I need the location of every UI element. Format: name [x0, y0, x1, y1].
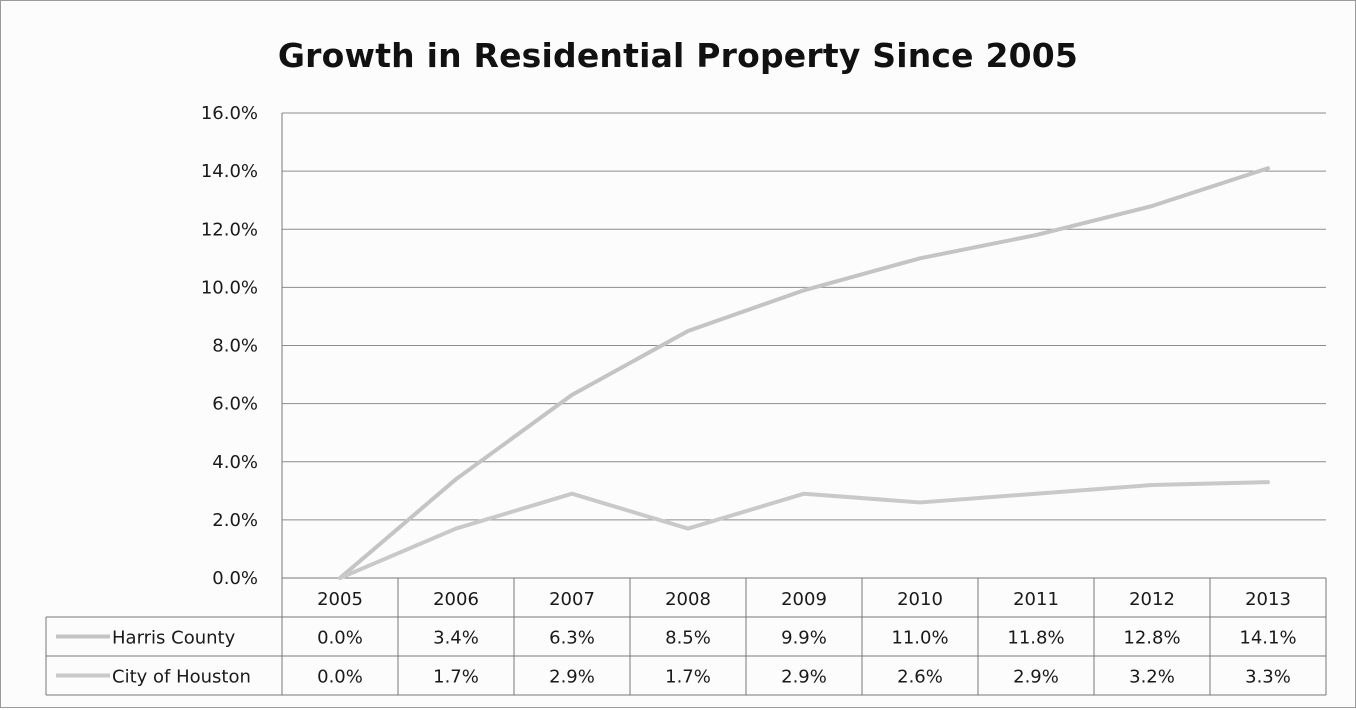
data-cell: 1.7% — [665, 667, 711, 688]
data-cell: 2.9% — [781, 667, 827, 688]
data-cell: 3.2% — [1129, 667, 1175, 688]
y-tick-label: 12.0% — [201, 219, 258, 240]
series-name: Harris County — [112, 628, 236, 649]
y-tick-label: 8.0% — [212, 336, 258, 357]
data-cell: 2.9% — [1013, 667, 1059, 688]
y-tick-label: 10.0% — [201, 277, 258, 298]
data-cell: 2.6% — [897, 667, 943, 688]
x-tick-label: 2012 — [1129, 589, 1175, 610]
data-cell: 3.3% — [1245, 667, 1291, 688]
data-cell: 9.9% — [781, 628, 827, 649]
data-cell: 14.1% — [1239, 628, 1296, 649]
x-tick-label: 2009 — [781, 589, 827, 610]
y-tick-label: 14.0% — [201, 161, 258, 182]
data-cell: 3.4% — [433, 628, 479, 649]
series-line — [340, 482, 1268, 578]
data-cell: 6.3% — [549, 628, 595, 649]
data-cell: 1.7% — [433, 667, 479, 688]
y-tick-label: 2.0% — [212, 510, 258, 531]
x-tick-label: 2005 — [317, 589, 363, 610]
data-cell: 0.0% — [317, 628, 363, 649]
y-tick-label: 4.0% — [212, 452, 258, 473]
data-cell: 0.0% — [317, 667, 363, 688]
x-tick-label: 2008 — [665, 589, 711, 610]
y-tick-label: 6.0% — [212, 394, 258, 415]
x-tick-label: 2006 — [433, 589, 479, 610]
data-cell: 12.8% — [1123, 628, 1180, 649]
x-tick-label: 2013 — [1245, 589, 1291, 610]
x-tick-label: 2010 — [897, 589, 943, 610]
y-tick-label: 16.0% — [201, 103, 258, 124]
x-tick-label: 2011 — [1013, 589, 1059, 610]
series-name: City of Houston — [112, 667, 251, 688]
data-cell: 8.5% — [665, 628, 711, 649]
x-tick-label: 2007 — [549, 589, 595, 610]
data-cell: 11.0% — [891, 628, 948, 649]
data-cell: 11.8% — [1007, 628, 1064, 649]
y-tick-label: 0.0% — [212, 568, 258, 589]
data-cell: 2.9% — [549, 667, 595, 688]
